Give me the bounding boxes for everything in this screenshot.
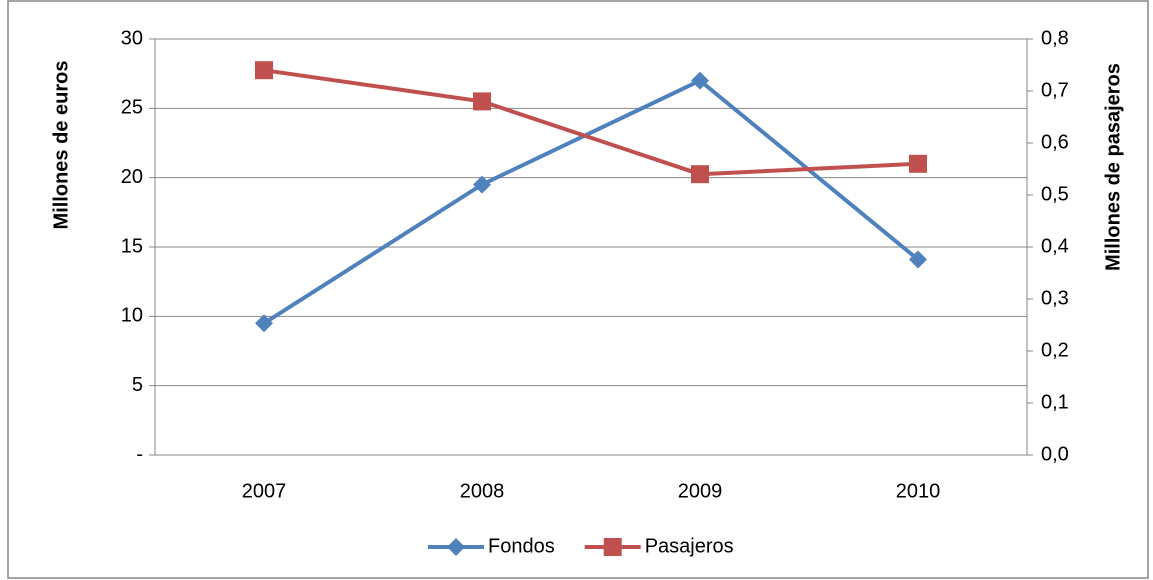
y2-tick-label: 0,0: [1041, 443, 1069, 465]
y2-tick-label: 0,8: [1041, 27, 1069, 49]
y-tick-label: 20: [121, 166, 143, 188]
marker: [473, 175, 491, 194]
marker: [255, 61, 273, 80]
marker: [691, 71, 709, 90]
legend-label: Fondos: [488, 535, 555, 557]
y2-axis-label: Millones de pasajeros: [1102, 63, 1124, 271]
legend-label: Pasajeros: [645, 535, 734, 557]
marker: [255, 314, 273, 333]
y2-tick-label: 0,1: [1041, 391, 1069, 413]
chart-border: [7, 0, 1149, 579]
x-tick-label: 2007: [242, 480, 287, 502]
x-tick-label: 2008: [460, 480, 505, 502]
marker: [473, 92, 491, 111]
y-tick-label: 15: [121, 235, 143, 257]
marker: [909, 250, 927, 269]
y2-tick-label: 0,4: [1041, 235, 1069, 257]
marker: [447, 538, 465, 556]
y-tick-label: 10: [121, 305, 143, 327]
y2-tick-label: 0,2: [1041, 339, 1069, 361]
y-axis-label: Millones de euros: [50, 61, 72, 230]
y-tick-label: 5: [132, 374, 143, 396]
y2-tick-label: 0,7: [1041, 79, 1069, 101]
y-tick-label: 25: [121, 97, 143, 119]
marker: [909, 154, 927, 173]
x-tick-label: 2010: [896, 480, 941, 502]
y-tick-label: 30: [121, 27, 143, 49]
y-tick-label: -: [136, 443, 143, 465]
y2-tick-label: 0,3: [1041, 287, 1069, 309]
marker: [603, 538, 622, 556]
y2-tick-label: 0,5: [1041, 183, 1069, 205]
marker: [691, 165, 709, 184]
y2-tick-label: 0,6: [1041, 131, 1069, 153]
series-line: [263, 68, 919, 177]
x-tick-label: 2009: [678, 480, 723, 502]
